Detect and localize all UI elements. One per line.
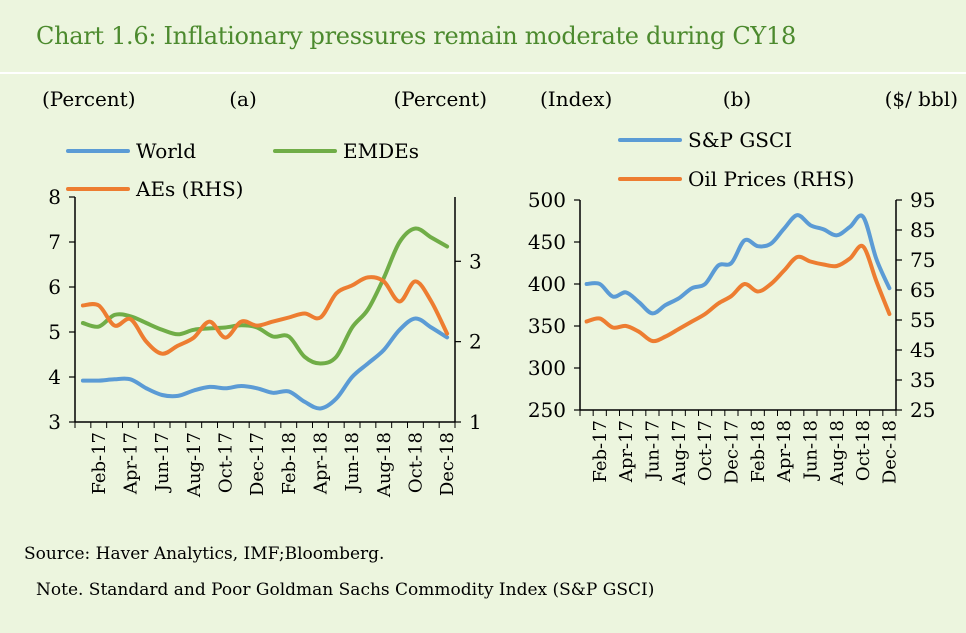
left-y-tick-label: 3 [48,410,61,434]
x-tick-label: Aug-17 [184,432,205,498]
x-tick-label: Jun-17 [642,420,663,481]
x-tick-label: Aug-17 [669,420,690,486]
right-y-tick-label: 1 [469,410,482,434]
x-tick-label: Oct-18 [853,420,874,481]
series-line-s-p-gsci [584,213,892,316]
right-axis-unit: ($/ bbl) [885,87,958,111]
panel-label: (a) [229,87,257,111]
series-line-world [80,316,450,411]
left-y-tick-label: 350 [528,314,566,338]
series-line-aes-rhs [80,275,450,356]
x-tick-label: Feb-17 [89,432,110,495]
right-y-tick-label: 2 [469,330,482,354]
x-tick-label: Dec-17 [247,432,268,496]
x-tick-label: Apr-18 [310,432,331,495]
right-axis-unit: (Percent) [393,87,487,111]
right-y-tick-label: 3 [469,249,482,273]
right-y-tick-label: 95 [910,188,935,212]
right-y-tick-label: 35 [910,368,935,392]
legend-label: Oil Prices (RHS) [688,167,854,191]
panel-label: (b) [723,87,751,111]
legend-label: AEs (RHS) [135,177,243,201]
x-tick-label: Aug-18 [827,420,848,486]
x-tick-label: Apr-17 [616,420,637,483]
x-tick-label: Aug-18 [374,432,395,498]
left-y-tick-label: 450 [528,230,566,254]
x-tick-label: Apr-18 [774,420,795,483]
x-tick-label: Jun-18 [800,420,821,481]
x-tick-label: Apr-17 [120,432,141,495]
chart-panel-b: (Index) (b) ($/ bbl) 250 300 350 400 450 500 25 35… [528,87,958,486]
x-tick-label: Oct-17 [215,432,236,493]
x-tick-label: Feb-18 [748,420,769,483]
left-y-tick-label: 4 [48,365,61,389]
x-tick-label: Feb-17 [590,420,611,483]
left-y-tick-label: 300 [528,356,566,380]
legend-label: World [136,139,196,163]
footnote: Note. Standard and Poor Goldman Sachs Co… [36,580,655,600]
x-tick-label: Jun-18 [342,432,363,493]
x-tick-label: Dec-18 [879,420,900,484]
series-line-oil-prices-rhs [584,243,892,344]
chart-title: Chart 1.6: Inflationary pressures remain… [36,22,796,50]
chart-panel-a: (Percent) (a) (Percent) 3 4 5 6 7 8 1 2 3 Feb-17 Apr-… [42,87,487,498]
left-y-tick-label: 6 [48,275,61,299]
x-tick-label: Oct-18 [405,432,426,493]
x-tick-label: Dec-18 [437,432,458,496]
x-tick-label: Oct-17 [695,420,716,481]
legend-label: S&P GSCI [688,128,792,152]
right-y-tick-label: 45 [910,338,935,362]
left-y-tick-label: 7 [48,230,61,254]
x-tick-label: Feb-18 [279,432,300,495]
left-y-tick-label: 250 [528,398,566,422]
left-axis-unit: (Index) [540,87,612,111]
source-note: Source: Haver Analytics, IMF;Bloomberg. [24,544,385,564]
right-y-tick-label: 65 [910,278,935,302]
title-bar: Chart 1.6: Inflationary pressures remain… [0,0,966,74]
x-tick-label: Jun-17 [152,432,173,493]
x-tick-label: Dec-17 [721,420,742,484]
right-y-tick-label: 55 [910,308,935,332]
legend-label: EMDEs [343,139,419,163]
right-y-tick-label: 25 [910,398,935,422]
series-line-emdes [80,226,450,366]
left-y-tick-label: 5 [48,320,61,344]
left-axis-unit: (Percent) [42,87,136,111]
left-y-tick-label: 500 [528,188,566,212]
left-y-tick-label: 8 [48,185,61,209]
right-y-tick-label: 85 [910,218,935,242]
left-y-tick-label: 400 [528,272,566,296]
right-y-tick-label: 75 [910,248,935,272]
